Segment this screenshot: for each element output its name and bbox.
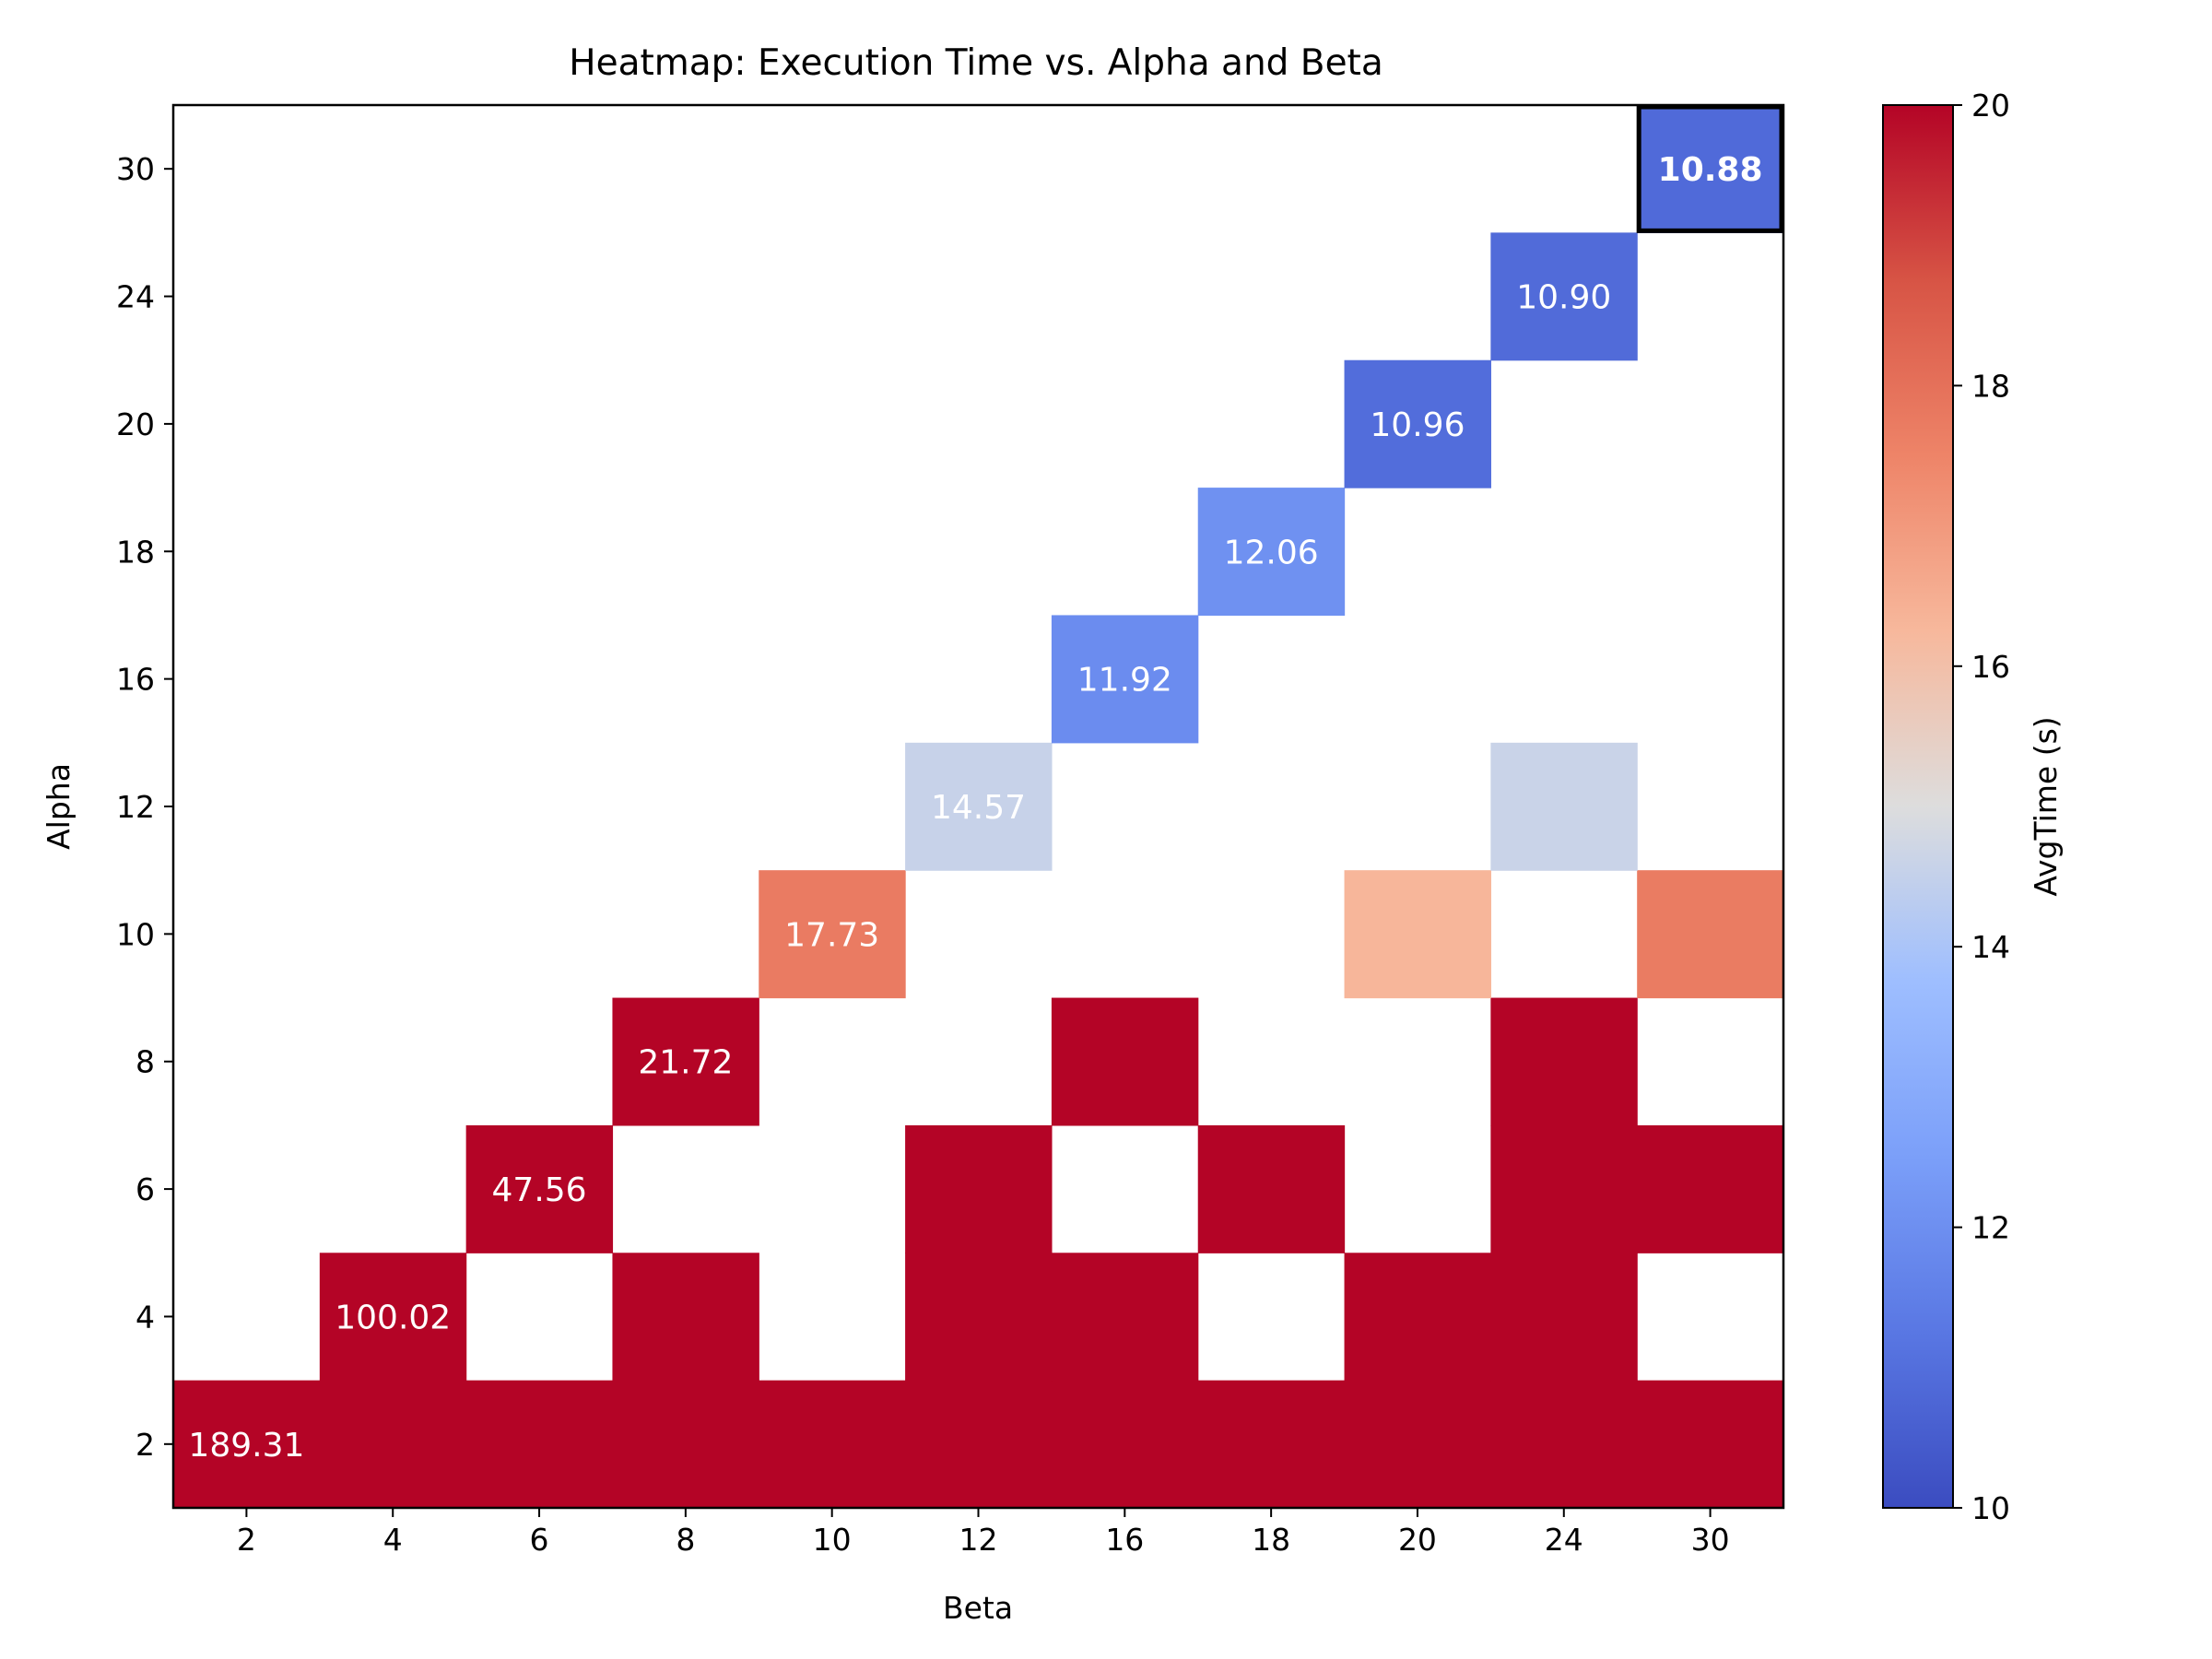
cell-value-label: 12.06 [1224,534,1319,571]
heatmap-cell [1490,742,1638,871]
cell-value-label: 189.31 [188,1427,304,1465]
colorbar-tick-label: 14 [1971,929,2010,965]
x-tick-label: 6 [530,1522,549,1558]
colorbar-tick-label: 12 [1971,1210,2010,1246]
heatmap-cell [1490,232,1638,361]
cell-value-label: 10.90 [1516,279,1611,317]
x-tick-label: 8 [676,1522,695,1558]
cell-value-label: 100.02 [335,1299,451,1336]
heatmap-cell [905,742,1053,871]
heatmap-cell [612,1253,759,1382]
y-tick-label: 6 [135,1171,155,1207]
colorbar [1882,104,1954,1509]
colorbar-tick-label: 10 [1971,1490,2010,1526]
heatmap-cell [173,1380,321,1509]
heatmap-cell-labels: 189.31 100.02 47.56 21.72 17.73 14.57 11.92 12.… [188,104,1784,1465]
x-tick-label: 18 [1252,1522,1290,1558]
y-tick-label: 8 [135,1044,155,1080]
cell-value-label: 17.73 [784,916,879,954]
heatmap-cell [612,1380,759,1509]
x-axis-label: Beta [943,1590,1013,1626]
x-tick-label: 4 [383,1522,403,1558]
colorbar-tick-label: 18 [1971,368,2010,404]
heatmap-cell [1490,997,1638,1126]
colorbar-tick-label: 20 [1971,88,2010,124]
heatmap-cell [319,1380,467,1509]
heatmap-cell [1197,1380,1346,1509]
heatmap-cell [759,1380,906,1509]
cell-value-label: 21.72 [638,1044,733,1082]
chart-title: Heatmap: Execution Time vs. Alpha and Be… [569,42,1383,84]
colorbar-ticks: 10 12 14 16 18 20 [1953,88,2010,1526]
heatmap-cell [1490,1253,1638,1382]
y-axis-label: Alpha [41,763,76,850]
y-tick-label: 4 [135,1299,155,1335]
heatmap-cell [1051,615,1199,744]
y-tick-label: 18 [116,534,155,570]
cell-value-label: 10.96 [1370,406,1465,444]
y-tick-label: 30 [116,151,155,187]
x-tick-label: 20 [1398,1522,1437,1558]
cell-value-label: 14.57 [931,789,1026,827]
heatmap-cell [1490,1124,1638,1253]
colorbar-tick-label: 16 [1971,649,2010,685]
heatmap-cell [1637,870,1784,999]
cell-value-label: 47.56 [492,1171,587,1209]
heatmap-cell [1344,870,1491,999]
heatmap-cell [1637,105,1784,233]
heatmap-cell [1051,1380,1199,1509]
heatmap-cell [1051,997,1199,1126]
heatmap-cell [905,1253,1053,1382]
heatmap-cell [465,1380,614,1509]
x-tick-label: 16 [1105,1522,1144,1558]
heatmap-cell [1197,488,1346,617]
y-tick-label: 24 [116,279,155,315]
heatmap-cell [1051,1253,1199,1382]
heatmap-cell [905,1124,1053,1253]
heatmap-cell [465,1124,614,1253]
heatmap-cell [1197,1124,1346,1253]
x-tick-label: 12 [959,1522,998,1558]
heatmap-cell [759,870,906,999]
y-tick-label: 10 [116,916,155,952]
heatmap-cell [1490,1380,1638,1509]
y-tick-label: 12 [116,789,155,825]
heatmap-cell [1637,1380,1784,1509]
heatmap-cell [612,997,759,1126]
heatmap-cells [173,105,1784,1509]
x-tick-label: 10 [813,1522,852,1558]
cell-value-label: 11.92 [1077,662,1172,700]
heatmap-cell [1344,1380,1491,1509]
cell-value-label: 10.88 [1658,151,1763,189]
heatmap-cell [1344,359,1491,488]
y-tick-label: 20 [116,406,155,442]
y-tick-label: 2 [135,1427,155,1463]
y-tick-label: 16 [116,662,155,698]
heatmap-cell [1344,1253,1491,1382]
x-tick-label: 24 [1545,1522,1583,1558]
heatmap-cell [905,1380,1053,1509]
x-tick-label: 30 [1691,1522,1730,1558]
colorbar-label: AvgTime (s) [2028,716,2064,896]
heatmap-cell [319,1253,467,1382]
best-cell-highlight [1636,104,1784,233]
x-axis-ticks: 2 4 6 8 10 12 16 18 20 24 30 [237,1508,1730,1558]
heatmap-cell [1637,1124,1784,1253]
x-tick-label: 2 [237,1522,256,1558]
